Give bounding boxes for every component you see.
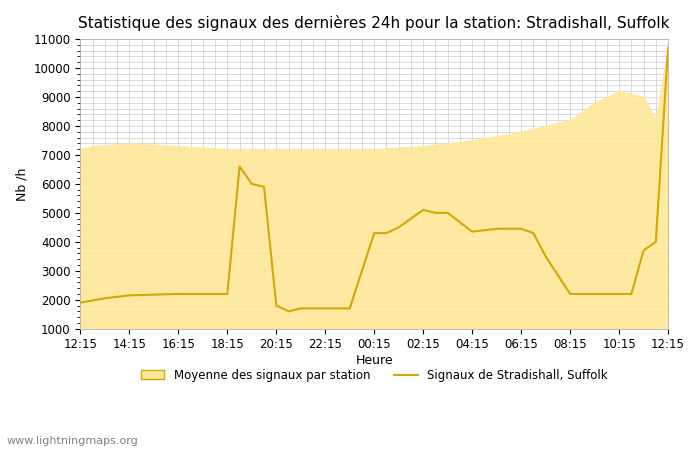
Title: Statistique des signaux des dernières 24h pour la station: Stradishall, Suffolk: Statistique des signaux des dernières 24… <box>78 15 670 31</box>
Y-axis label: Nb /h: Nb /h <box>15 167 28 201</box>
X-axis label: Heure: Heure <box>356 354 393 367</box>
Text: www.lightningmaps.org: www.lightningmaps.org <box>7 436 139 446</box>
Legend: Moyenne des signaux par station, Signaux de Stradishall, Suffolk: Moyenne des signaux par station, Signaux… <box>136 364 612 387</box>
